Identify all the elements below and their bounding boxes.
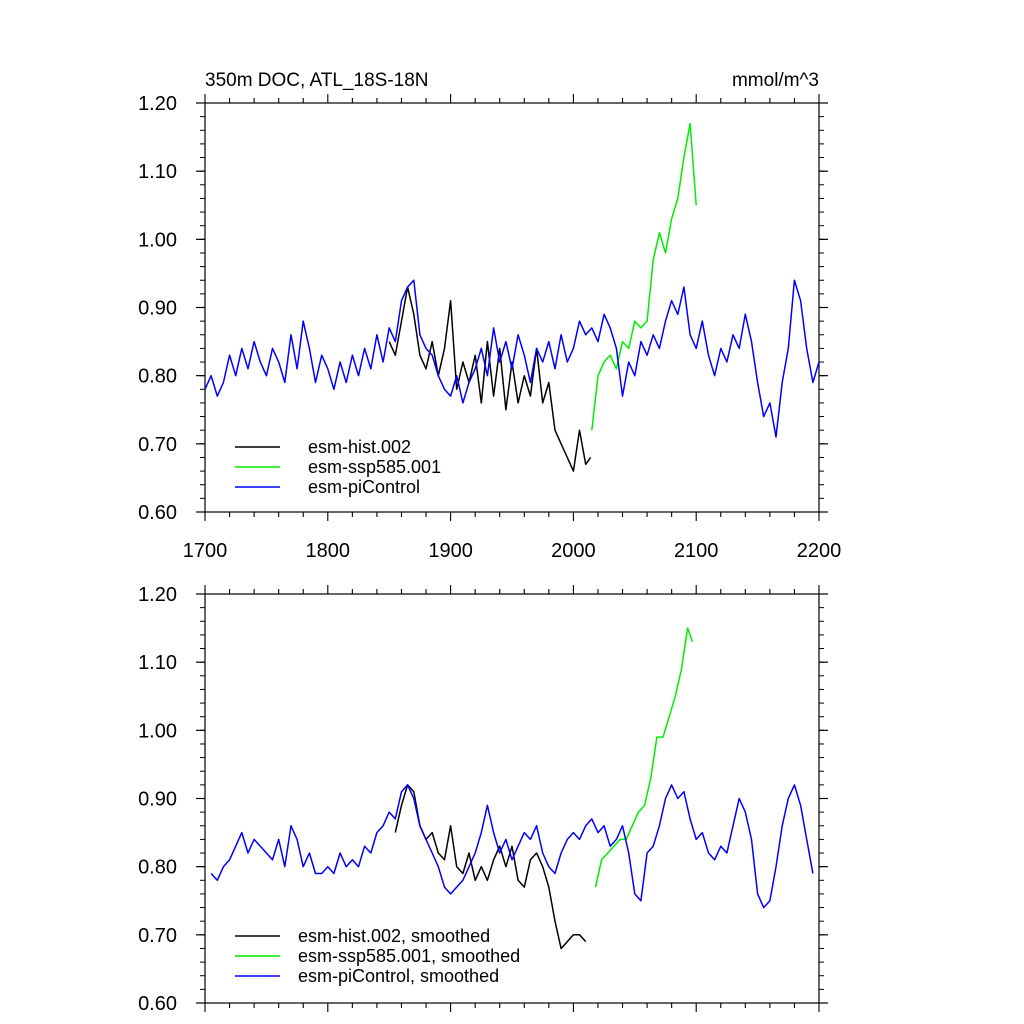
top-units-label: mmol/m^3 xyxy=(732,70,819,91)
bottom-y-tick-label: 0.70 xyxy=(138,925,177,947)
bottom-y-tick-label: 1.00 xyxy=(138,720,177,742)
bottom-legend-label-2: esm-piControl, smoothed xyxy=(298,966,499,986)
bottom-series xyxy=(210,627,814,950)
bottom-legend-label-1: esm-ssp585.001, smoothed xyxy=(298,946,520,966)
bottom-y-tick-label: 0.80 xyxy=(138,857,177,879)
bottom-legend-label-0: esm-hist.002, smoothed xyxy=(298,926,490,946)
top-y-tick-label: 0.70 xyxy=(138,434,177,456)
top-y-tick-label: 1.20 xyxy=(138,93,177,115)
bottom-y-tick-label: 1.20 xyxy=(138,584,177,606)
top-series-line-2 xyxy=(204,279,820,438)
top-x-tick-label: 2100 xyxy=(674,540,719,562)
top-legend-label-2: esm-piControl xyxy=(308,477,420,497)
top-x-tick-label: 2000 xyxy=(551,540,596,562)
top-x-tick-label: 1700 xyxy=(183,540,228,562)
bottom-axis-ticks: 0.60 0.70 0.80 0.90 1.00 1.10 1.20 xyxy=(138,584,828,1015)
top-series-line-0 xyxy=(388,286,592,472)
top-legend-label-0: esm-hist.002 xyxy=(308,437,411,457)
top-y-tick-label: 0.60 xyxy=(138,502,177,524)
bottom-series-line-1 xyxy=(594,627,694,888)
bottom-y-tick-label: 1.10 xyxy=(138,652,177,674)
top-y-tick-label: 0.90 xyxy=(138,298,177,320)
top-series-line-1 xyxy=(591,122,697,431)
top-y-tick-label: 0.80 xyxy=(138,366,177,388)
bottom-y-tick-label: 0.90 xyxy=(138,789,177,811)
top-chart-title: 350m DOC, ATL_18S-18N xyxy=(205,70,429,91)
bottom-series-line-2 xyxy=(210,784,814,909)
top-y-tick-label: 1.00 xyxy=(138,229,177,251)
bottom-y-tick-label: 0.60 xyxy=(138,993,177,1015)
top-x-tick-label: 1800 xyxy=(306,540,351,562)
bottom-series-line-0 xyxy=(394,784,587,950)
top-axis-ticks: 0.60 0.70 0.80 0.90 1.00 1.10 1.20 1700 1800 1900… xyxy=(138,93,841,562)
top-series xyxy=(204,122,820,472)
bottom-panel: 0.60 0.70 0.80 0.90 1.00 1.10 1.20 esm-hist.00… xyxy=(138,584,828,1015)
top-panel: 350m DOC, ATL_18S-18N mmol/m^3 0.600.700… xyxy=(138,70,841,562)
top-x-tick-label: 2200 xyxy=(797,540,842,562)
top-x-tick-label: 1900 xyxy=(428,540,473,562)
top-y-tick-label: 1.10 xyxy=(138,161,177,183)
top-plot-frame xyxy=(204,102,820,513)
top-legend-label-1: esm-ssp585.001 xyxy=(308,457,441,477)
